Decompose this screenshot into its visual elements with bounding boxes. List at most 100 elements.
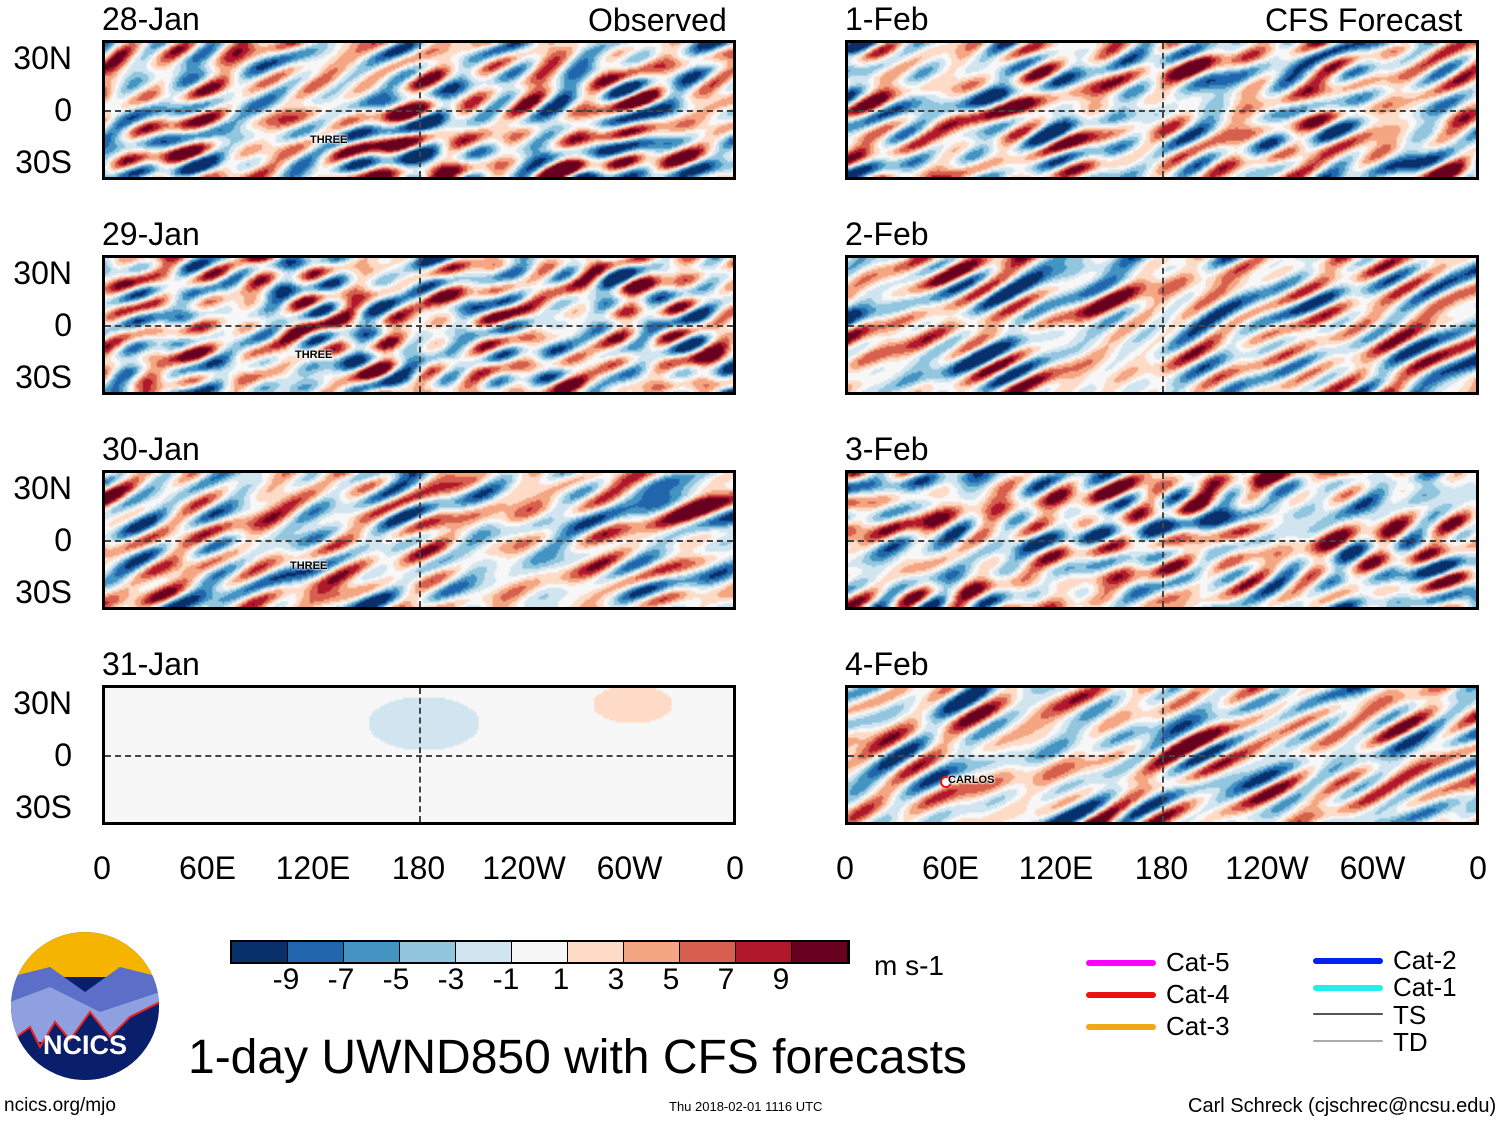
lon-label: 0 [836, 850, 854, 886]
storm-marker-icon [940, 776, 952, 788]
panel-date: 28-Jan [102, 1, 200, 37]
map-panel: THREE [102, 255, 736, 395]
colorbar-swatch [232, 942, 288, 962]
logo-text: NCICS [43, 1030, 127, 1060]
legend-label: Cat-3 [1166, 1011, 1230, 1041]
colorbar-tick: 1 [552, 963, 570, 996]
lon-label: 0 [1469, 850, 1487, 886]
ncics-logo: NCICS [11, 932, 159, 1080]
legend-swatch [1086, 992, 1156, 998]
dateline [419, 688, 421, 822]
lat-label: 30N [13, 685, 72, 721]
lon-label: 120W [482, 850, 566, 886]
legend-swatch [1313, 1013, 1383, 1015]
lat-label: 30S [15, 789, 72, 825]
lon-label: 60E [922, 850, 979, 886]
panel-date: 29-Jan [102, 216, 200, 252]
colorbar-tick: -7 [327, 963, 355, 996]
lat-label: 30S [15, 144, 72, 180]
lat-label: 30N [13, 40, 72, 76]
lon-label: 180 [391, 850, 446, 886]
colorbar-tick: 5 [662, 963, 680, 996]
map-panel [845, 470, 1479, 610]
lat-label: 30N [13, 470, 72, 506]
legend-swatch [1086, 960, 1156, 966]
colorbar-tick: 7 [717, 963, 735, 996]
dateline [1162, 473, 1164, 607]
colorbar-tick: -9 [272, 963, 300, 996]
lat-label: 0 [54, 92, 72, 128]
legend-swatch [1086, 1024, 1156, 1030]
colorbar-swatch [344, 942, 400, 962]
lon-label: 180 [1134, 850, 1189, 886]
lat-label: 0 [54, 737, 72, 773]
colorbar-tick: -1 [492, 963, 520, 996]
storm-label: THREE [310, 134, 348, 146]
colorbar-swatch [680, 942, 736, 962]
colorbar-swatch [624, 942, 680, 962]
lat-label: 0 [54, 307, 72, 343]
timestamp: Thu 2018-02-01 1116 UTC [669, 1099, 823, 1114]
map-panel: THREE [102, 40, 736, 180]
colorbar-swatch [512, 942, 568, 962]
colorbar-swatch [568, 942, 624, 962]
dateline [419, 258, 421, 392]
dateline [419, 43, 421, 177]
panel-date: 1-Feb [845, 1, 929, 37]
observed-label: Observed [588, 2, 727, 38]
lon-label: 120E [1018, 850, 1094, 886]
lon-label: 120W [1225, 850, 1309, 886]
map-panel [102, 685, 736, 825]
colorbar-swatch [456, 942, 512, 962]
lon-label: 0 [726, 850, 744, 886]
legend-swatch [1313, 958, 1383, 964]
map-panel [845, 40, 1479, 180]
dateline [419, 473, 421, 607]
panel-date: 31-Jan [102, 646, 200, 682]
forecast-label: CFS Forecast [1265, 2, 1463, 38]
colorbar-tick: 3 [607, 963, 625, 996]
lat-label: 30N [13, 255, 72, 291]
colorbar-swatch [792, 942, 848, 962]
dateline [1162, 43, 1164, 177]
colorbar-tick: -5 [382, 963, 410, 996]
main-title: 1-day UWND850 with CFS forecasts [188, 1031, 967, 1084]
storm-label: THREE [295, 349, 333, 361]
colorbar-swatch [736, 942, 792, 962]
colorbar-tick: 9 [772, 963, 790, 996]
colorbar-swatch [400, 942, 456, 962]
legend-swatch [1313, 985, 1383, 991]
dateline [1162, 688, 1164, 822]
colorbar-swatch [288, 942, 344, 962]
map-panel [845, 255, 1479, 395]
colorbar-tick: -3 [437, 963, 465, 996]
legend-label: TD [1393, 1027, 1428, 1057]
lon-label: 0 [93, 850, 111, 886]
legend-swatch [1313, 1040, 1383, 1042]
storm-label: THREE [290, 560, 328, 572]
lat-label: 30S [15, 359, 72, 395]
legend-label: Cat-5 [1166, 947, 1230, 977]
panel-date: 4-Feb [845, 646, 929, 682]
lat-label: 30S [15, 574, 72, 610]
dateline [1162, 258, 1164, 392]
lon-label: 120E [275, 850, 351, 886]
units-label: m s-1 [874, 950, 944, 981]
legend-label: Cat-1 [1393, 972, 1457, 1002]
lat-label: 0 [54, 522, 72, 558]
author-credit: Carl Schreck (cjschrec@ncsu.edu) [1188, 1095, 1497, 1117]
map-panel: CARLOS [845, 685, 1479, 825]
site-link[interactable]: ncics.org/mjo [4, 1095, 116, 1116]
legend-label: Cat-4 [1166, 979, 1230, 1009]
panel-date: 2-Feb [845, 216, 929, 252]
lon-label: 60W [596, 850, 663, 886]
lon-label: 60W [1339, 850, 1406, 886]
legend-label: Cat-2 [1393, 945, 1457, 975]
map-panel: THREE [102, 470, 736, 610]
lon-label: 60E [179, 850, 236, 886]
panel-date: 30-Jan [102, 431, 200, 467]
legend-label: TS [1393, 1000, 1427, 1030]
panel-date: 3-Feb [845, 431, 929, 467]
colorbar [230, 940, 850, 964]
